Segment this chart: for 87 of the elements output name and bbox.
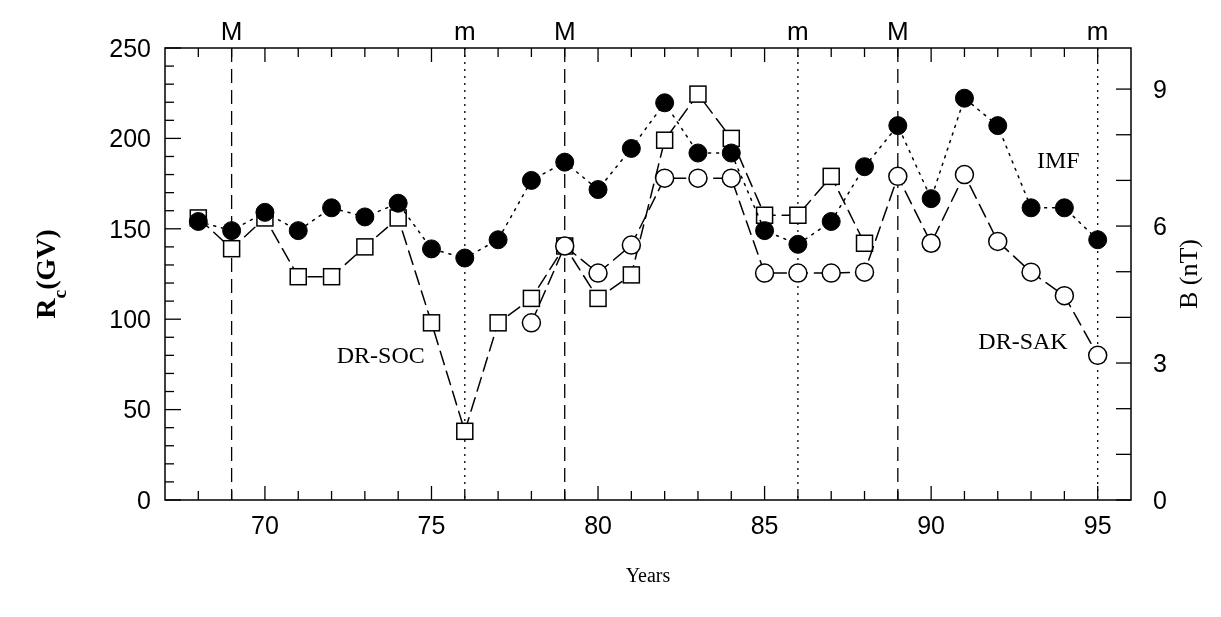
x-tick-label: 80 (584, 511, 612, 539)
y2-tick-label: 0 (1153, 485, 1167, 514)
point (689, 85, 707, 103)
point (489, 314, 507, 332)
point (688, 168, 708, 188)
ref-line-label: M (886, 16, 909, 46)
point (988, 231, 1008, 252)
point (521, 170, 541, 190)
point (588, 180, 608, 200)
point (289, 267, 307, 286)
point (988, 116, 1008, 136)
x-tick-label: 70 (251, 511, 279, 539)
y-tick-label: 150 (109, 214, 151, 243)
y-tick-label: 50 (123, 395, 151, 424)
y-tick-label: 200 (109, 124, 151, 153)
point (1021, 262, 1041, 282)
point (188, 212, 208, 231)
point (621, 138, 641, 158)
point (488, 230, 508, 250)
y-tick-label: 250 (109, 33, 151, 62)
point (356, 238, 374, 256)
point (688, 143, 708, 163)
point (888, 116, 908, 136)
point (921, 233, 941, 254)
point (456, 422, 474, 441)
point (522, 289, 541, 308)
point (821, 212, 841, 231)
y2-tick-label: 9 (1153, 74, 1167, 103)
point (655, 131, 674, 149)
point (421, 239, 441, 259)
point (855, 157, 875, 177)
point (622, 266, 641, 284)
point (721, 143, 741, 163)
y2-axis-title: B (nT) (1174, 238, 1203, 310)
point (754, 263, 775, 283)
point (655, 93, 675, 113)
point (954, 88, 974, 108)
point (222, 221, 242, 241)
point (621, 235, 642, 255)
point (1054, 198, 1074, 218)
ref-line-label: m (453, 16, 476, 46)
point (888, 166, 908, 187)
point (1054, 285, 1075, 306)
point (322, 267, 341, 286)
point (1087, 345, 1108, 366)
y-tick-label: 100 (109, 304, 151, 333)
point (654, 168, 675, 188)
y2-tick-label: 6 (1153, 211, 1167, 240)
y-tick-label: 0 (137, 485, 151, 514)
point (355, 207, 375, 227)
x-tick-label: 90 (917, 511, 946, 539)
point (588, 263, 608, 283)
point (721, 168, 742, 188)
point (589, 289, 607, 308)
point (821, 263, 841, 283)
point (854, 262, 875, 282)
ref-line-label: m (787, 16, 809, 46)
point (788, 234, 808, 254)
point (255, 202, 275, 222)
point (521, 313, 542, 333)
series-label: DR-SAK (978, 328, 1069, 355)
point (455, 248, 475, 268)
point (921, 189, 941, 209)
point (788, 263, 808, 283)
point (422, 314, 441, 332)
x-tick-label: 85 (750, 511, 779, 539)
point (822, 167, 840, 186)
ref-line-label: M (220, 16, 243, 46)
point (388, 193, 408, 213)
series-label: DR-SOC (336, 342, 425, 369)
point (288, 221, 308, 241)
series-label: IMF (1037, 146, 1080, 173)
point (954, 164, 975, 185)
y2-tick-label: 3 (1153, 348, 1167, 377)
point (1088, 230, 1108, 250)
point (555, 152, 575, 172)
x-tick-label: 75 (417, 511, 446, 539)
point (789, 206, 807, 224)
point (855, 234, 874, 253)
point (755, 221, 775, 241)
x-axis-title: Years (625, 564, 671, 586)
ref-line-label: M (553, 16, 576, 46)
point (322, 198, 342, 218)
x-tick-label: 95 (1083, 511, 1112, 539)
ref-line-label: m (1086, 16, 1109, 46)
point (222, 239, 241, 258)
point (1021, 198, 1041, 218)
